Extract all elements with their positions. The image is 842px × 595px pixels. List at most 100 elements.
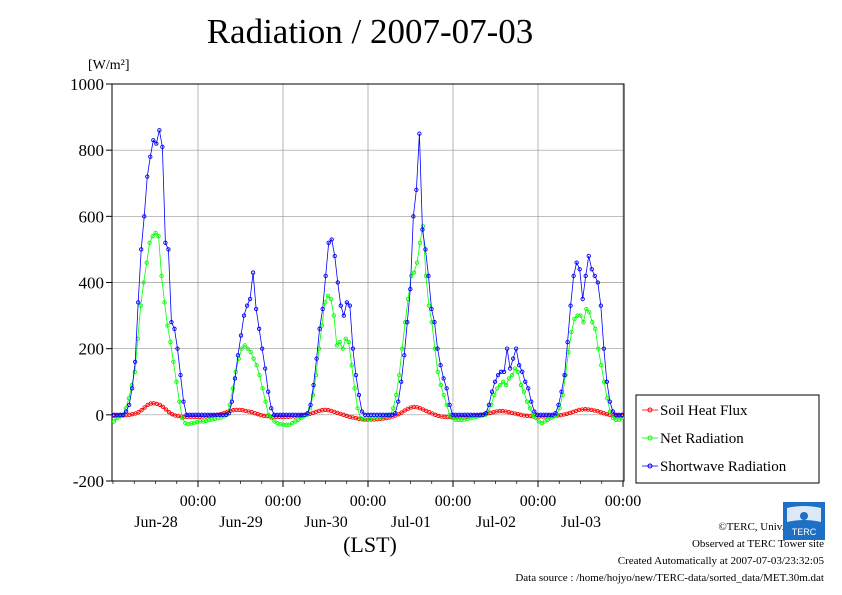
series-point: [556, 402, 561, 408]
series-point: [139, 247, 144, 252]
series-point: [602, 379, 607, 384]
series-point: [503, 382, 509, 388]
series-point: [145, 174, 150, 179]
series-point: [111, 419, 117, 424]
series-point: [334, 343, 339, 348]
series-point: [160, 144, 165, 150]
series-point: [495, 386, 500, 391]
series-point: [426, 303, 432, 308]
series-point: [408, 286, 413, 292]
series-point: [601, 346, 607, 351]
series-point: [577, 267, 582, 272]
series-point: [241, 313, 247, 318]
series-point: [355, 406, 360, 411]
series-point: [244, 303, 250, 308]
series-point: [168, 339, 173, 345]
series-point: [256, 326, 262, 331]
series-point: [320, 306, 325, 312]
series-point: [129, 386, 135, 391]
series-point: [518, 382, 524, 388]
series-point: [598, 303, 603, 308]
series-point: [532, 409, 537, 414]
x-day-label: Jun-28: [134, 514, 178, 531]
series-point: [420, 227, 425, 232]
series-point: [604, 396, 610, 401]
series-point: [269, 406, 274, 411]
series-point: [329, 237, 334, 242]
series-point: [144, 260, 149, 265]
series-point: [337, 339, 342, 345]
series-point: [417, 131, 422, 136]
series-point: [181, 399, 186, 404]
series-point: [154, 141, 159, 146]
series-point: [435, 369, 440, 374]
series-point: [156, 234, 161, 239]
series-point: [610, 409, 616, 414]
x-day-label: Jul-01: [391, 514, 431, 531]
series-point: [501, 379, 506, 384]
series-point: [483, 411, 489, 416]
series-point: [263, 366, 268, 371]
series-point: [590, 320, 595, 325]
chart-title: Radiation / 2007-07-03: [206, 12, 534, 51]
series-point: [123, 409, 129, 414]
series-point: [565, 339, 570, 345]
series-point: [580, 296, 585, 302]
legend-label: Shortwave Radiation: [660, 459, 787, 475]
series-point: [332, 253, 337, 259]
series-point: [569, 329, 574, 335]
series-point: [177, 399, 182, 404]
series-point: [314, 356, 319, 361]
series-point: [254, 363, 259, 368]
series-point: [529, 399, 534, 404]
series-point: [175, 346, 180, 351]
series-point: [596, 346, 601, 351]
y-tick-label: 800: [79, 141, 105, 160]
series-point: [335, 280, 340, 285]
series-point: [592, 273, 597, 279]
series-point: [515, 369, 521, 374]
series-point: [260, 386, 265, 391]
series-point: [526, 386, 531, 391]
series-point: [423, 273, 429, 279]
series-point: [344, 300, 349, 305]
series-point: [411, 214, 416, 219]
series-point: [120, 412, 126, 417]
series-point: [226, 411, 232, 416]
series-point: [308, 402, 313, 408]
series-point: [166, 410, 172, 415]
legend-marker: [647, 463, 653, 469]
series-point: [238, 333, 244, 338]
x-day-label: Jun-29: [219, 514, 263, 531]
series-point: [343, 336, 348, 341]
source-text: Data source : /home/hojyo/new/TERC-data/…: [515, 572, 824, 584]
y-axis-label: [W/m²]: [88, 58, 130, 73]
series-point: [352, 386, 357, 391]
x-tick-time-label: 00:00: [435, 493, 471, 510]
series-point: [533, 415, 538, 421]
series-point: [578, 313, 583, 318]
series-point: [180, 415, 185, 421]
series-point: [266, 389, 271, 394]
series-point: [530, 412, 536, 417]
x-day-label: Jun-30: [304, 514, 348, 531]
series-point: [507, 366, 513, 371]
series-point: [444, 402, 449, 408]
series-point: [248, 349, 253, 355]
series-point: [157, 402, 163, 408]
terc-logo: TERC: [783, 502, 825, 540]
series-point: [232, 376, 238, 381]
series-point: [521, 389, 527, 394]
series-point: [174, 379, 179, 384]
series-point: [498, 382, 503, 388]
series-point: [359, 409, 365, 414]
series-point: [444, 386, 449, 391]
series-point: [510, 356, 516, 361]
series-point: [492, 379, 498, 384]
series-point: [414, 187, 419, 193]
series-point: [432, 346, 437, 351]
series-point: [242, 343, 247, 348]
series-point: [311, 382, 316, 388]
y-tick-label: 1000: [70, 75, 104, 94]
